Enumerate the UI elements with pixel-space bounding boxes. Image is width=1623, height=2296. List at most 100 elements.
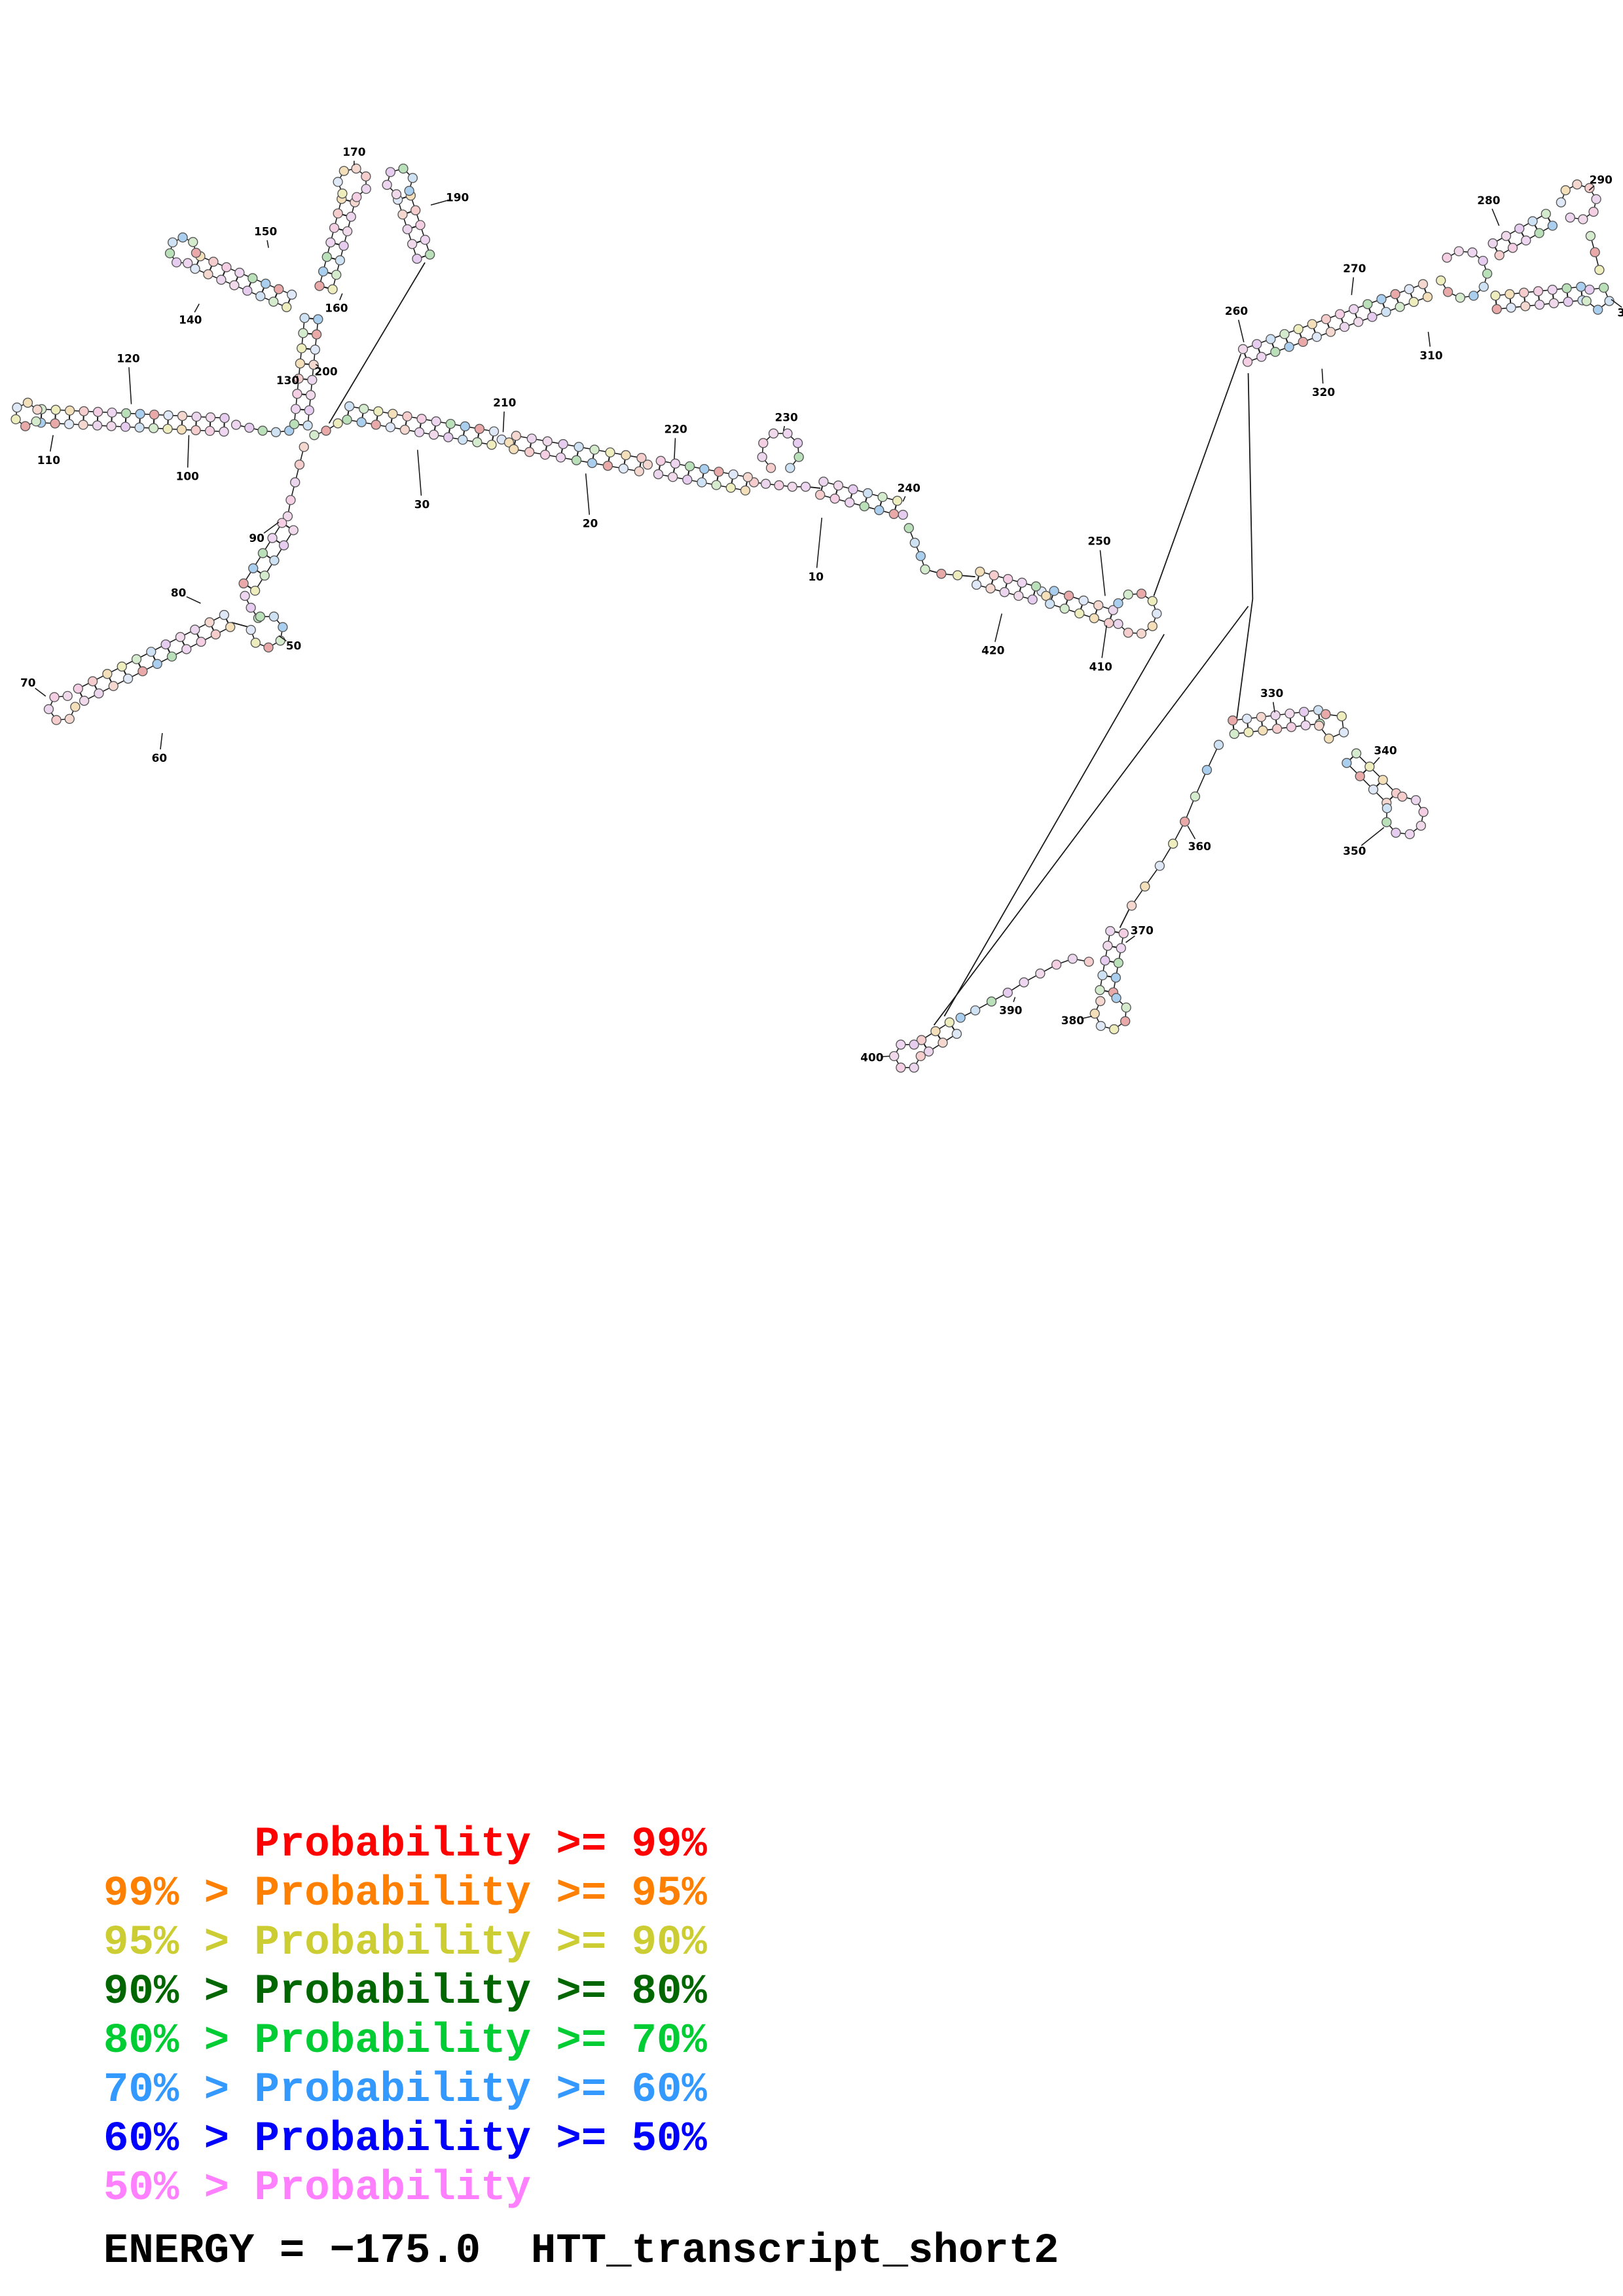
nucleotide	[1336, 711, 1347, 722]
nucleotide	[1298, 336, 1308, 348]
nucleotide	[407, 173, 418, 183]
nucleotide	[240, 590, 250, 601]
nucleotide	[79, 406, 89, 416]
helix	[289, 313, 323, 431]
nucleotide	[292, 389, 302, 399]
nucleotide	[1105, 925, 1116, 937]
legend-item: Probability >= 99%	[103, 1821, 707, 1869]
nucleotide	[1258, 725, 1268, 736]
nucleotide	[555, 452, 566, 463]
nucleotide	[1381, 306, 1391, 317]
position-number: 120	[117, 351, 139, 365]
nucleotide	[1100, 955, 1110, 966]
nucleotide	[488, 426, 500, 437]
nucleotide	[361, 183, 371, 194]
helix	[73, 609, 236, 706]
nucleotide	[1104, 618, 1114, 628]
unpaired-chain	[1585, 230, 1605, 276]
nucleotide	[398, 163, 409, 174]
nucleotide	[318, 266, 329, 277]
nucleotide	[1514, 223, 1525, 234]
nucleotide	[176, 424, 187, 435]
nucleotide	[246, 624, 256, 636]
nucleotide	[587, 457, 598, 469]
nucleotide	[916, 1035, 927, 1045]
nucleotide	[309, 430, 319, 440]
nucleotide	[219, 426, 229, 437]
nucleotide	[1118, 928, 1129, 939]
nucleotide	[191, 425, 201, 435]
nucleotide	[1103, 941, 1113, 951]
nucleotide	[1351, 748, 1362, 759]
nucleotide	[1521, 235, 1531, 246]
position-label: 10	[809, 517, 824, 583]
position-label: 420	[981, 613, 1004, 656]
nucleotide	[1136, 588, 1147, 599]
helix	[392, 190, 435, 264]
nucleotide	[1436, 275, 1446, 286]
position-number: 10	[809, 570, 824, 583]
nucleotide	[288, 525, 299, 535]
nucleotide	[351, 163, 361, 174]
nucleotide	[190, 264, 200, 274]
nucleotide	[221, 262, 232, 272]
loop	[889, 1039, 926, 1073]
nucleotide	[1334, 309, 1345, 319]
nucleotide	[428, 429, 439, 440]
nucleotide	[92, 420, 103, 431]
nucleotide	[1404, 829, 1415, 840]
nucleotide	[1285, 708, 1295, 719]
nucleotide	[1110, 973, 1122, 983]
nucleotide	[1256, 711, 1267, 723]
nucleotide	[402, 224, 412, 234]
position-label: 370	[1125, 924, 1154, 943]
nucleotide	[1349, 304, 1359, 315]
loop	[1314, 709, 1349, 744]
nucleotide	[1120, 1016, 1131, 1026]
nucleotide	[1376, 294, 1387, 304]
helix	[1487, 209, 1558, 260]
nucleotide	[333, 418, 343, 429]
nucleotide	[1093, 600, 1104, 611]
nucleotide	[1152, 608, 1162, 619]
nucleotide	[999, 587, 1010, 598]
nucleotide	[327, 284, 338, 295]
nucleotide	[146, 647, 156, 657]
nucleotide	[1243, 727, 1254, 738]
nucleotide	[1591, 194, 1601, 204]
nucleotide	[346, 211, 356, 222]
nucleotide	[757, 452, 767, 462]
nucleotide	[1404, 284, 1415, 295]
unpaired-chain	[955, 954, 1094, 1023]
nucleotide	[1013, 590, 1024, 601]
nucleotide	[1408, 296, 1419, 308]
nucleotide	[314, 281, 325, 291]
nucleotide	[1415, 820, 1427, 831]
nucleotide	[621, 450, 631, 461]
backbone-connector	[231, 622, 248, 628]
nucleotide	[526, 433, 537, 444]
nucleotide	[1324, 733, 1334, 744]
nucleotide	[424, 249, 435, 260]
loop	[1089, 993, 1131, 1035]
nucleotide	[177, 410, 188, 422]
nucleotide	[359, 403, 369, 414]
nucleotide	[699, 463, 710, 475]
nucleotide	[263, 642, 274, 653]
nucleotide	[87, 676, 98, 687]
nucleotide	[219, 609, 230, 620]
nucleotide	[106, 421, 117, 431]
nucleotide	[682, 475, 693, 485]
nucleotide	[1455, 293, 1466, 303]
position-number: 170	[342, 145, 365, 158]
nucleotide	[1266, 334, 1276, 344]
position-label: 330	[1260, 687, 1283, 713]
nucleotide	[782, 428, 793, 439]
position-label: 310	[1419, 331, 1443, 362]
position-label: 170	[342, 145, 366, 166]
nucleotide	[486, 439, 497, 450]
nucleotide	[1108, 605, 1118, 615]
nucleotide	[558, 439, 568, 450]
nucleotide	[1547, 285, 1558, 295]
